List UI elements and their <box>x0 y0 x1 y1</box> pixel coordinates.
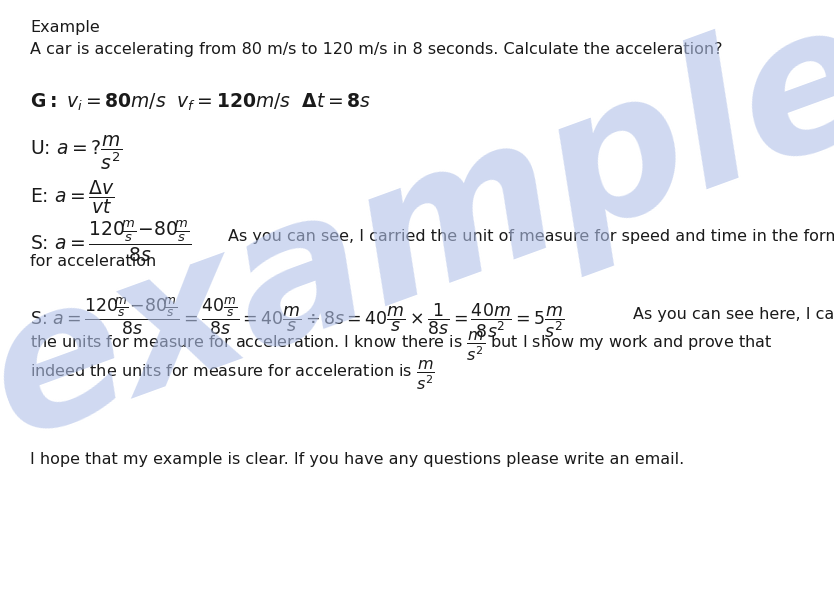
Text: As you can see here, I calculated: As you can see here, I calculated <box>633 307 834 322</box>
Text: As you can see, I carried the unit of measure for speed and time in the formula: As you can see, I carried the unit of me… <box>228 229 834 244</box>
Text: $\mathbf{G:}$ $\mathit{v_i} = \mathbf{80}\mathit{m/s}$  $\mathit{v_f} = \mathbf{: $\mathbf{G:}$ $\mathit{v_i} = \mathbf{80… <box>30 92 371 113</box>
Text: Example: Example <box>30 20 100 35</box>
Text: the units for measure for acceleration. I know there is $\dfrac{m}{s^2}$ but I s: the units for measure for acceleration. … <box>30 330 772 362</box>
Text: S: $a = \dfrac{120\!\frac{m}{s}\!-\!80\!\frac{m}{s}}{8s} = \dfrac{40\frac{m}{s}}: S: $a = \dfrac{120\!\frac{m}{s}\!-\!80\!… <box>30 295 565 340</box>
Text: example: example <box>0 0 834 476</box>
Text: A car is accelerating from 80 m/s to 120 m/s in 8 seconds. Calculate the acceler: A car is accelerating from 80 m/s to 120… <box>30 42 722 57</box>
Text: E: $a = \dfrac{\Delta v}{vt}$: E: $a = \dfrac{\Delta v}{vt}$ <box>30 178 115 216</box>
Text: I hope that my example is clear. If you have any questions please write an email: I hope that my example is clear. If you … <box>30 452 684 467</box>
Text: for acceleration: for acceleration <box>30 254 156 269</box>
Text: S: $a = \dfrac{120\!\frac{m}{s}\!-\!80\!\frac{m}{s}}{8s}$: S: $a = \dfrac{120\!\frac{m}{s}\!-\!80\!… <box>30 219 192 264</box>
Text: indeed the units for measure for acceleration is $\dfrac{m}{s^2}$: indeed the units for measure for acceler… <box>30 359 435 392</box>
Text: U: $a =?\dfrac{m}{s^2}$: U: $a =?\dfrac{m}{s^2}$ <box>30 134 122 172</box>
